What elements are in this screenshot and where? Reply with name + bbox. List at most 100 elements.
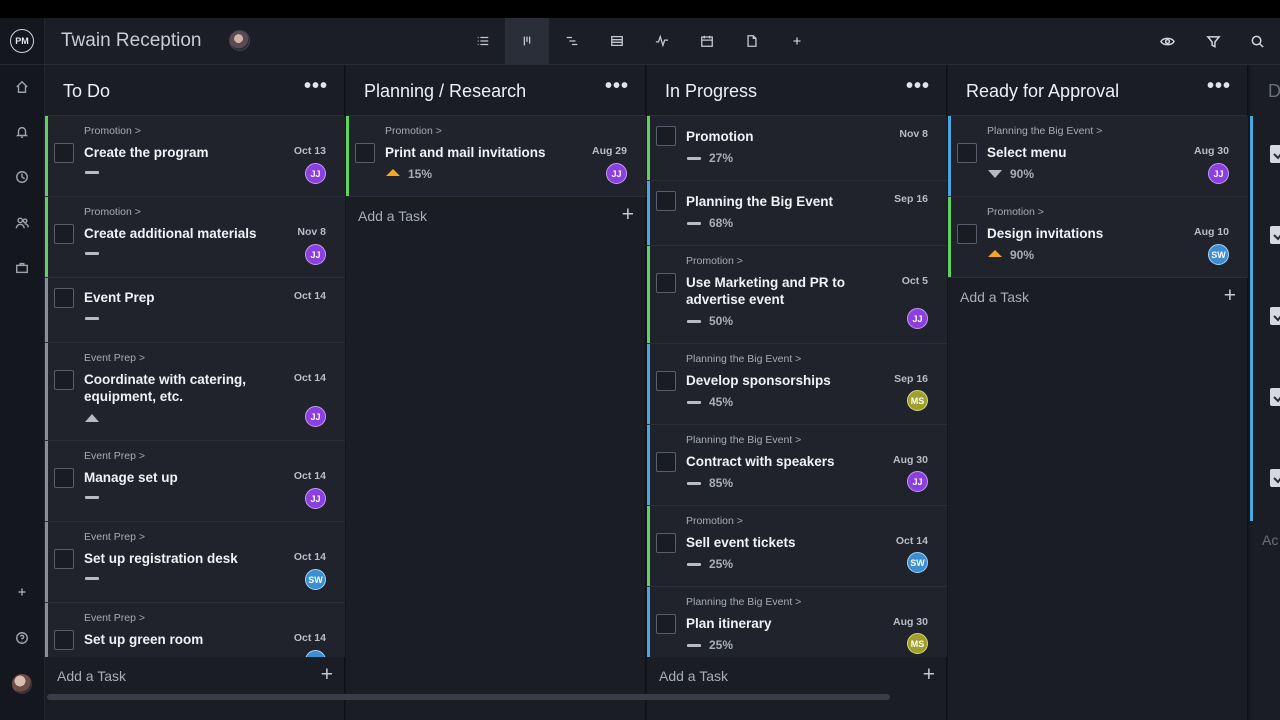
task-breadcrumb[interactable]: Promotion > xyxy=(686,515,743,527)
assignee-avatar[interactable]: JJ xyxy=(907,308,928,329)
task-checkbox[interactable] xyxy=(355,143,375,163)
filter-icon[interactable] xyxy=(1203,31,1223,51)
assignee-avatar[interactable]: SW xyxy=(305,569,326,590)
task-breadcrumb[interactable]: Promotion > xyxy=(84,125,141,137)
task-checkbox-checked[interactable] xyxy=(1270,307,1280,325)
add-task-row[interactable]: Add a Task + xyxy=(45,657,345,697)
task-checkbox[interactable] xyxy=(957,143,977,163)
task-checkbox[interactable] xyxy=(957,224,977,244)
task-checkbox[interactable] xyxy=(54,549,74,569)
column-more-icon[interactable]: ••• xyxy=(905,75,930,97)
task-card[interactable]: Promotion > Print and mail invitations A… xyxy=(346,116,646,197)
assignee-avatar[interactable]: JJ xyxy=(907,471,928,492)
task-checkbox[interactable] xyxy=(54,224,74,244)
assignee-avatar[interactable]: JJ xyxy=(305,406,326,427)
task-checkbox[interactable] xyxy=(54,370,74,390)
task-name[interactable]: Event Prep xyxy=(84,290,155,305)
task-card[interactable]: Promotion > Create additional materials … xyxy=(45,197,345,278)
sheet-view-icon[interactable] xyxy=(595,18,639,64)
plus-icon[interactable] xyxy=(12,582,32,602)
calendar-icon[interactable] xyxy=(685,18,729,64)
task-name[interactable]: Sell event tickets xyxy=(686,535,796,550)
add-task-plus-icon[interactable]: + xyxy=(922,663,935,686)
add-task-row[interactable]: Add a Task + xyxy=(647,657,947,697)
task-name[interactable]: Create additional materials xyxy=(84,226,257,241)
task-checkbox[interactable] xyxy=(656,533,676,553)
task-checkbox[interactable] xyxy=(656,452,676,472)
add-task-plus-icon[interactable]: + xyxy=(320,663,333,686)
search-icon[interactable] xyxy=(1247,31,1267,51)
briefcase-icon[interactable] xyxy=(12,258,32,278)
task-card[interactable]: Promotion > Create the program Oct 13 JJ xyxy=(45,116,345,197)
task-card[interactable]: Promotion Nov 8 27% xyxy=(647,116,947,181)
task-card[interactable]: Event Prep > Set up registration desk Oc… xyxy=(45,522,345,603)
column-more-icon[interactable]: ••• xyxy=(303,75,328,97)
task-checkbox[interactable] xyxy=(54,288,74,308)
task-name[interactable]: Coordinate with catering, equipment, etc… xyxy=(84,372,247,404)
add-task-plus-icon[interactable]: + xyxy=(1223,284,1236,307)
task-card[interactable]: Planning the Big Event > Plan itinerary … xyxy=(647,587,947,657)
assignee-avatar[interactable]: SW xyxy=(907,552,928,573)
dashboard-icon[interactable] xyxy=(640,18,684,64)
task-breadcrumb[interactable]: Planning the Big Event > xyxy=(987,125,1103,137)
assignee-avatar[interactable]: SW xyxy=(1208,244,1229,265)
bell-icon[interactable] xyxy=(12,122,32,142)
add-task-label[interactable]: Ac xyxy=(1262,532,1279,548)
assignee-avatar[interactable]: MS xyxy=(907,390,928,411)
task-checkbox-checked[interactable] xyxy=(1270,388,1280,406)
column-more-icon[interactable]: ••• xyxy=(1206,75,1231,97)
add-task-label[interactable]: Add a Task xyxy=(358,208,428,224)
task-card[interactable]: Promotion > Use Marketing and PR to adve… xyxy=(647,246,947,344)
task-breadcrumb[interactable]: Promotion > xyxy=(987,206,1044,218)
horizontal-scrollbar[interactable] xyxy=(47,694,890,700)
task-checkbox[interactable] xyxy=(656,614,676,634)
task-name[interactable]: Set up green room xyxy=(84,632,204,647)
home-icon[interactable] xyxy=(12,77,32,97)
task-name[interactable]: Create the program xyxy=(84,145,209,160)
task-checkbox[interactable] xyxy=(54,468,74,488)
task-breadcrumb[interactable]: Planning the Big Event > xyxy=(686,596,802,608)
task-name[interactable]: Promotion xyxy=(686,129,754,144)
task-checkbox-checked[interactable] xyxy=(1270,469,1280,487)
add-task-label[interactable]: Add a Task xyxy=(659,668,729,684)
task-name[interactable]: Set up registration desk xyxy=(84,551,238,566)
document-icon[interactable] xyxy=(730,18,774,64)
task-name[interactable]: Plan itinerary xyxy=(686,616,772,631)
board-view-icon[interactable] xyxy=(505,18,549,64)
user-avatar[interactable] xyxy=(12,674,32,694)
task-name[interactable]: Select menu xyxy=(987,145,1067,160)
task-checkbox[interactable] xyxy=(656,191,676,211)
assignee-avatar[interactable]: MS xyxy=(907,633,928,654)
project-owner-avatar[interactable] xyxy=(229,30,250,51)
task-card[interactable]: Event Prep > Manage set up Oct 14 JJ xyxy=(45,441,345,522)
add-task-label[interactable]: Add a Task xyxy=(960,289,1030,305)
add-view-icon[interactable] xyxy=(775,18,819,64)
people-icon[interactable] xyxy=(12,213,32,233)
task-name[interactable]: Design invitations xyxy=(987,226,1104,241)
task-breadcrumb[interactable]: Event Prep > xyxy=(84,450,145,462)
task-name[interactable]: Print and mail invitations xyxy=(385,145,546,160)
app-logo[interactable]: PM xyxy=(10,29,34,53)
task-card[interactable]: Promotion > Design invitations Aug 10 90… xyxy=(948,197,1248,278)
task-breadcrumb[interactable]: Promotion > xyxy=(385,125,442,137)
task-card[interactable]: Promotion > Sell event tickets Oct 14 25… xyxy=(647,506,947,587)
task-checkbox-checked[interactable] xyxy=(1270,145,1280,163)
task-breadcrumb[interactable]: Event Prep > xyxy=(84,531,145,543)
assignee-avatar[interactable]: JJ xyxy=(1208,163,1229,184)
task-name[interactable]: Contract with speakers xyxy=(686,454,835,469)
task-card[interactable]: Planning the Big Event > Develop sponsor… xyxy=(647,344,947,425)
task-name[interactable]: Planning the Big Event xyxy=(686,194,834,209)
assignee-avatar[interactable] xyxy=(305,650,326,657)
gantt-view-icon[interactable] xyxy=(550,18,594,64)
task-checkbox[interactable] xyxy=(656,273,676,293)
task-breadcrumb[interactable]: Planning the Big Event > xyxy=(686,353,802,365)
task-breadcrumb[interactable]: Event Prep > xyxy=(84,352,145,364)
task-card[interactable]: Planning the Big Event Sep 16 68% xyxy=(647,181,947,246)
add-task-row[interactable]: Add a Task + xyxy=(346,197,646,237)
task-checkbox[interactable] xyxy=(54,630,74,650)
task-card[interactable]: Event Prep > Set up green room Oct 14 xyxy=(45,603,345,657)
add-task-label[interactable]: Add a Task xyxy=(57,668,127,684)
task-checkbox[interactable] xyxy=(656,126,676,146)
task-card[interactable]: Planning the Big Event > Contract with s… xyxy=(647,425,947,506)
help-icon[interactable] xyxy=(12,628,32,648)
